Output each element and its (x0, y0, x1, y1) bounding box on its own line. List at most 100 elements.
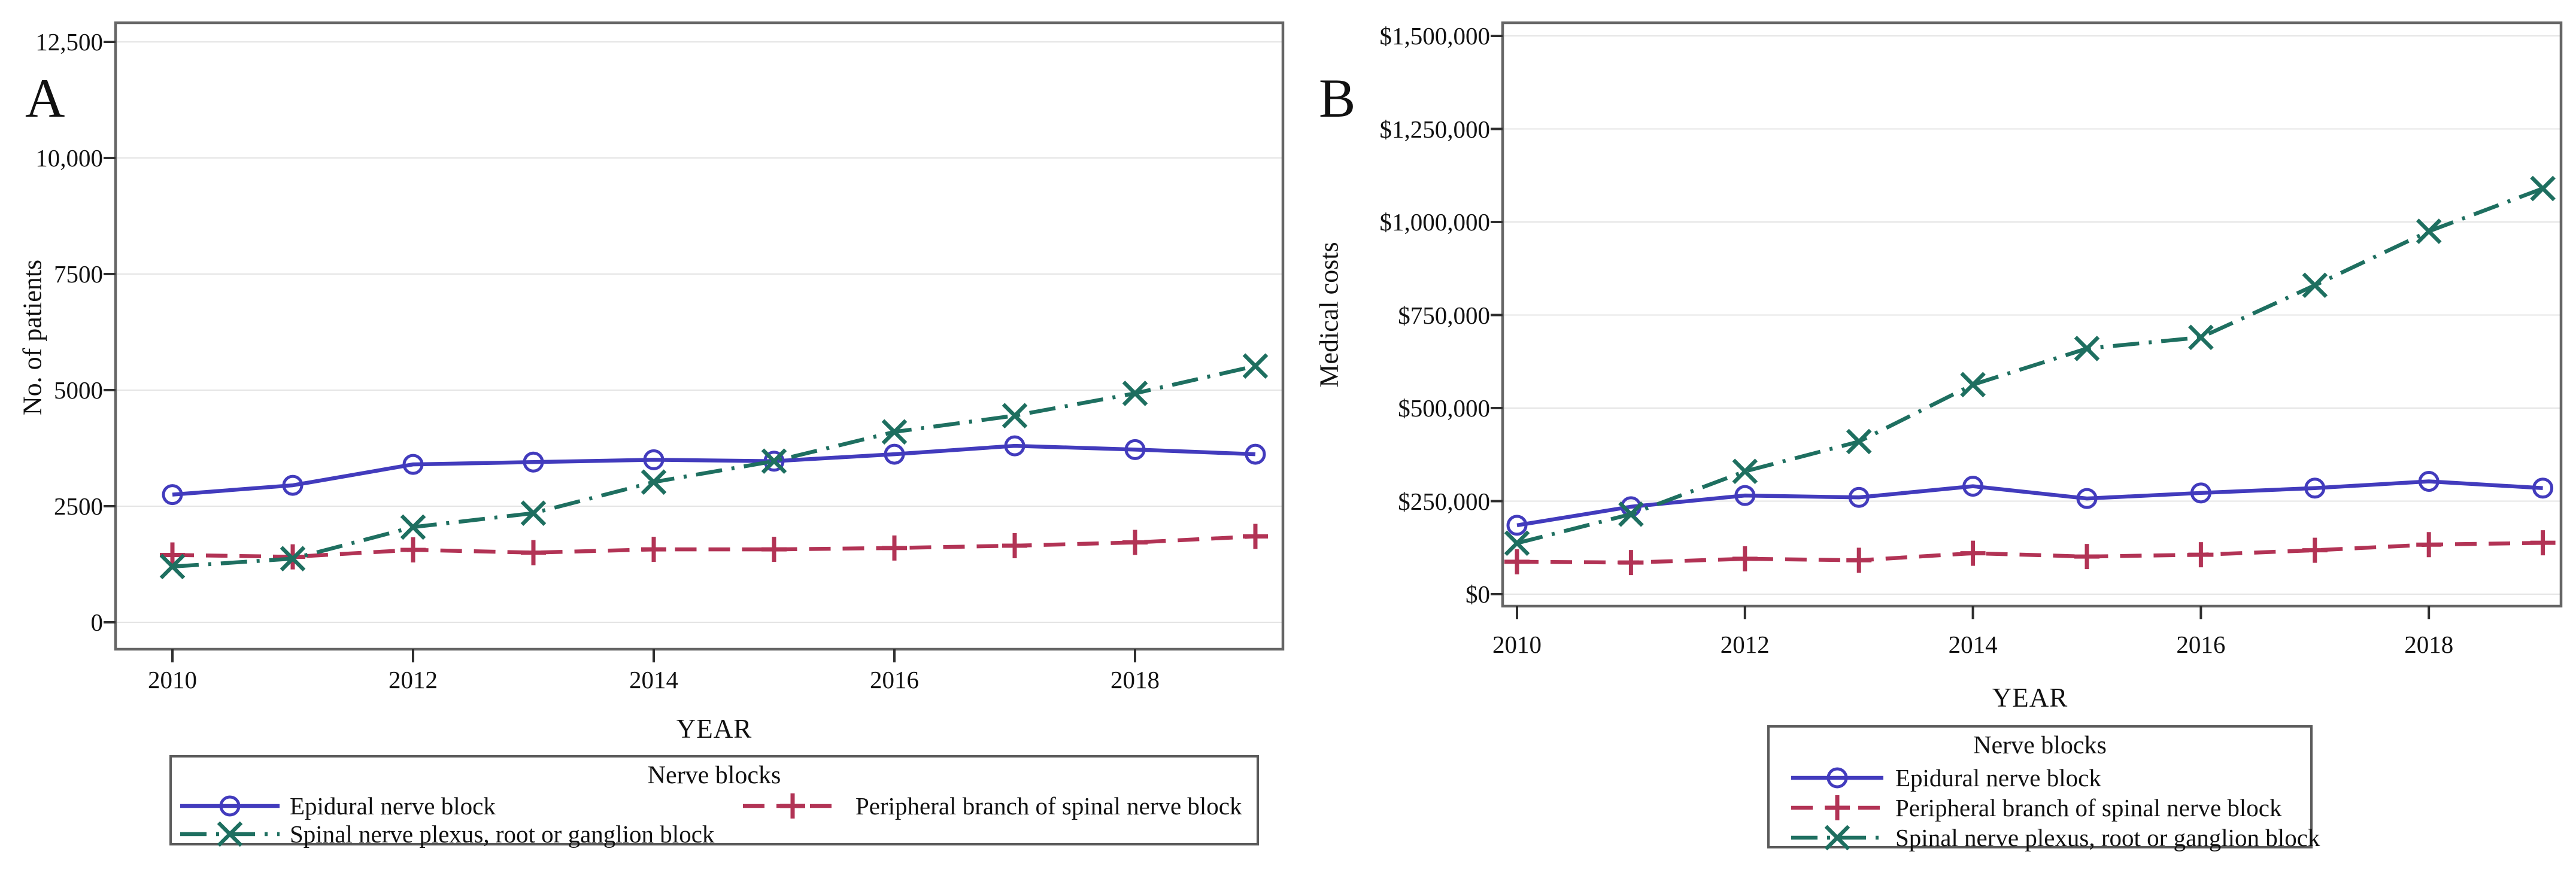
panel-a-series-line-peripheral-branch-of-spinal-nerve-block (172, 534, 1256, 559)
panel-a-series-marker-epidural-nerve-block (282, 474, 304, 496)
panel-a-series-marker-epidural-nerve-block (162, 484, 183, 506)
legend-sample-marker (219, 795, 241, 817)
panel-b-series-marker-peripheral-branch-of-spinal-nerve-block (1618, 550, 1644, 576)
panel-b-x-tick-label: 2016 (2176, 631, 2226, 658)
panel-a-series-marker-epidural-nerve-block (523, 451, 544, 473)
panel-b-series-marker-spinal-nerve-plexus-root-or-ganglion-block (2188, 324, 2214, 351)
panel-b-y-tick-label: $250,000 (1398, 487, 1490, 515)
panel-b-series-marker-peripheral-branch-of-spinal-nerve-block (2416, 532, 2442, 558)
panel-b-y-tick-label: $1,500,000 (1379, 22, 1491, 50)
legend-item-peripheral-branch-of-spinal-nerve-block: Peripheral branch of spinal nerve block (855, 792, 1242, 820)
panel-a-series-marker-epidural-nerve-block (402, 454, 424, 475)
panel-a-series-marker-peripheral-branch-of-spinal-nerve-block (1122, 530, 1148, 555)
panel-b-series-marker-peripheral-branch-of-spinal-nerve-block (2188, 542, 2214, 568)
legend-sample-spinal-nerve-plexus-root-or-ganglion-block (180, 821, 280, 847)
panel-b-series-marker-epidural-nerve-block (2190, 482, 2211, 504)
panel-a-series-marker-spinal-nerve-plexus-root-or-ganglion-block (881, 419, 908, 445)
panel-b-series-marker-spinal-nerve-plexus-root-or-ganglion-block (2074, 336, 2100, 361)
panel-a-series-marker-peripheral-branch-of-spinal-nerve-block (160, 542, 185, 568)
legend-item-spinal-nerve-plexus-root-or-ganglion-block: Spinal nerve plexus, root or ganglion bl… (290, 820, 715, 848)
panel-a-series-marker-epidural-nerve-block (1245, 443, 1266, 465)
panel-b-y-tick-label: $500,000 (1398, 394, 1490, 422)
panel-a-series-marker-spinal-nerve-plexus-root-or-ganglion-block (159, 553, 186, 580)
panel-a-series-marker-epidural-nerve-block (1004, 435, 1025, 457)
panel-a-frame (114, 21, 1285, 651)
panel-b-legend-title: Nerve blocks (1973, 732, 2107, 759)
panel-b-series-marker-epidural-nerve-block (2304, 477, 2326, 499)
panel-a-series-marker-spinal-nerve-plexus-root-or-ganglion-block (641, 469, 667, 495)
panel-b-x-tick-label: 2012 (1720, 631, 1770, 658)
panel-a-x-tick-label: 2018 (1110, 666, 1160, 693)
panel-a-series-marker-epidural-nerve-block (643, 449, 665, 470)
panel-b-series-marker-peripheral-branch-of-spinal-nerve-block (1732, 546, 1758, 571)
panel-a-y-tick-label: 0 (90, 609, 104, 636)
panel-a-series-marker-peripheral-branch-of-spinal-nerve-block (1002, 533, 1027, 558)
panel-b-series-marker-spinal-nerve-plexus-root-or-ganglion-block (2416, 218, 2442, 244)
panel-a-series-marker-spinal-nerve-plexus-root-or-ganglion-block (280, 546, 306, 571)
panel-a-series-marker-peripheral-branch-of-spinal-nerve-block (521, 540, 546, 565)
panel-b-series-marker-peripheral-branch-of-spinal-nerve-block (1846, 547, 1872, 573)
panel-b-series-marker-epidural-nerve-block (2532, 477, 2554, 499)
panel-a-series-marker-peripheral-branch-of-spinal-nerve-block (1243, 524, 1268, 549)
panel-a-series-marker-epidural-nerve-block (884, 443, 905, 465)
panel-a-x-tick-label: 2014 (629, 666, 678, 693)
panel-b-series-line-spinal-nerve-plexus-root-or-ganglion-block (1516, 186, 2544, 545)
legend-sample-epidural-nerve-block (1791, 767, 1883, 789)
panel-b-x-axis-title: YEAR (1992, 683, 2068, 713)
panel-b-series-line-epidural-nerve-block (1516, 479, 2543, 528)
panel-b-series-marker-peripheral-branch-of-spinal-nerve-block (1504, 549, 1530, 574)
panel-b-series-marker-peripheral-branch-of-spinal-nerve-block (2074, 544, 2099, 570)
panel-a-series-marker-spinal-nerve-plexus-root-or-ganglion-block (761, 448, 787, 474)
panel-b-x-tick-label: 2010 (1492, 631, 1542, 658)
panel-b-y-tick-label: $1,000,000 (1379, 208, 1491, 236)
panel-a-series-marker-peripheral-branch-of-spinal-nerve-block (641, 537, 666, 562)
panel-b-series-marker-spinal-nerve-plexus-root-or-ganglion-block (1618, 501, 1644, 527)
panel-a-legend-title: Nerve blocks (647, 762, 781, 789)
legend-sample-epidural-nerve-block (180, 795, 280, 817)
legend-item-epidural-nerve-block: Epidural nerve block (290, 792, 496, 820)
panel-b-series-marker-spinal-nerve-plexus-root-or-ganglion-block (2530, 175, 2556, 202)
panel-a-y-tick-label: 10,000 (35, 144, 103, 172)
panel-a-y-tick-label: 2500 (54, 492, 103, 520)
panel-b-series-marker-spinal-nerve-plexus-root-or-ganglion-block (1504, 530, 1530, 556)
panel-b-x-tick-label: 2018 (2404, 631, 2454, 658)
panel-a-y-tick-label: 5000 (54, 376, 103, 404)
panel-b-series-marker-epidural-nerve-block (2418, 471, 2440, 492)
panel-b-y-tick-label: $1,250,000 (1379, 115, 1491, 143)
panel-a-legend: Nerve blocks Epidural nerve block Periphe… (169, 755, 1259, 848)
panel-a-series-marker-peripheral-branch-of-spinal-nerve-block (761, 537, 787, 562)
panel-b-series-marker-peripheral-branch-of-spinal-nerve-block (2530, 530, 2556, 556)
panel-b-series-marker-spinal-nerve-plexus-root-or-ganglion-block (1732, 458, 1758, 485)
panel-b-x-tick-label: 2014 (1948, 631, 1998, 658)
panel-a-x-axis-title: YEAR (676, 714, 753, 744)
panel-b-series-marker-epidural-nerve-block (1848, 486, 1870, 508)
panel-a-series-marker-peripheral-branch-of-spinal-nerve-block (400, 537, 426, 562)
panel-a-series-marker-spinal-nerve-plexus-root-or-ganglion-block (1122, 381, 1148, 406)
panel-a-x-tick-label: 2016 (870, 666, 919, 693)
panel-a-series-line-spinal-nerve-plexus-root-or-ganglion-block (172, 364, 1256, 569)
panel-b-series-line-peripheral-branch-of-spinal-nerve-block (1516, 540, 2543, 565)
panel-b-series-marker-spinal-nerve-plexus-root-or-ganglion-block (1960, 372, 1986, 398)
legend-sample-marker (1826, 767, 1848, 789)
panel-b-series-marker-epidural-nerve-block (1734, 485, 1756, 506)
legend-item-spinal-nerve-plexus-root-or-ganglion-block: Spinal nerve plexus, root or ganglion bl… (1895, 824, 2320, 851)
legend-sample-peripheral-branch-of-spinal-nerve-block (1791, 795, 1883, 820)
panel-a-x-tick-label: 2012 (389, 666, 438, 693)
panel-b-series-marker-peripheral-branch-of-spinal-nerve-block (1960, 540, 1986, 566)
panel-a-series-marker-spinal-nerve-plexus-root-or-ganglion-block (400, 514, 426, 540)
legend-item-peripheral-branch-of-spinal-nerve-block: Peripheral branch of spinal nerve block (1895, 794, 2282, 822)
legend-sample-marker (1824, 825, 1850, 851)
panel-b-series-marker-epidural-nerve-block (1962, 476, 1984, 497)
panel-a-series-marker-epidural-nerve-block (1124, 439, 1146, 460)
legend-sample-marker (780, 793, 805, 819)
panel-a-y-tick-label: 12,500 (35, 28, 103, 56)
panel-b-legend: Nerve blocks Epidural nerve block Periphe… (1767, 725, 2320, 851)
panel-a-x-tick-label: 2010 (148, 666, 197, 693)
legend-sample-spinal-nerve-plexus-root-or-ganglion-block (1791, 825, 1883, 851)
panel-b-series-marker-spinal-nerve-plexus-root-or-ganglion-block (1846, 428, 1872, 455)
panel-a-series-marker-spinal-nerve-plexus-root-or-ganglion-block (520, 500, 547, 526)
panel-b-series-marker-spinal-nerve-plexus-root-or-ganglion-block (2302, 272, 2328, 299)
panel-a-y-tick-label: 7500 (54, 260, 103, 288)
